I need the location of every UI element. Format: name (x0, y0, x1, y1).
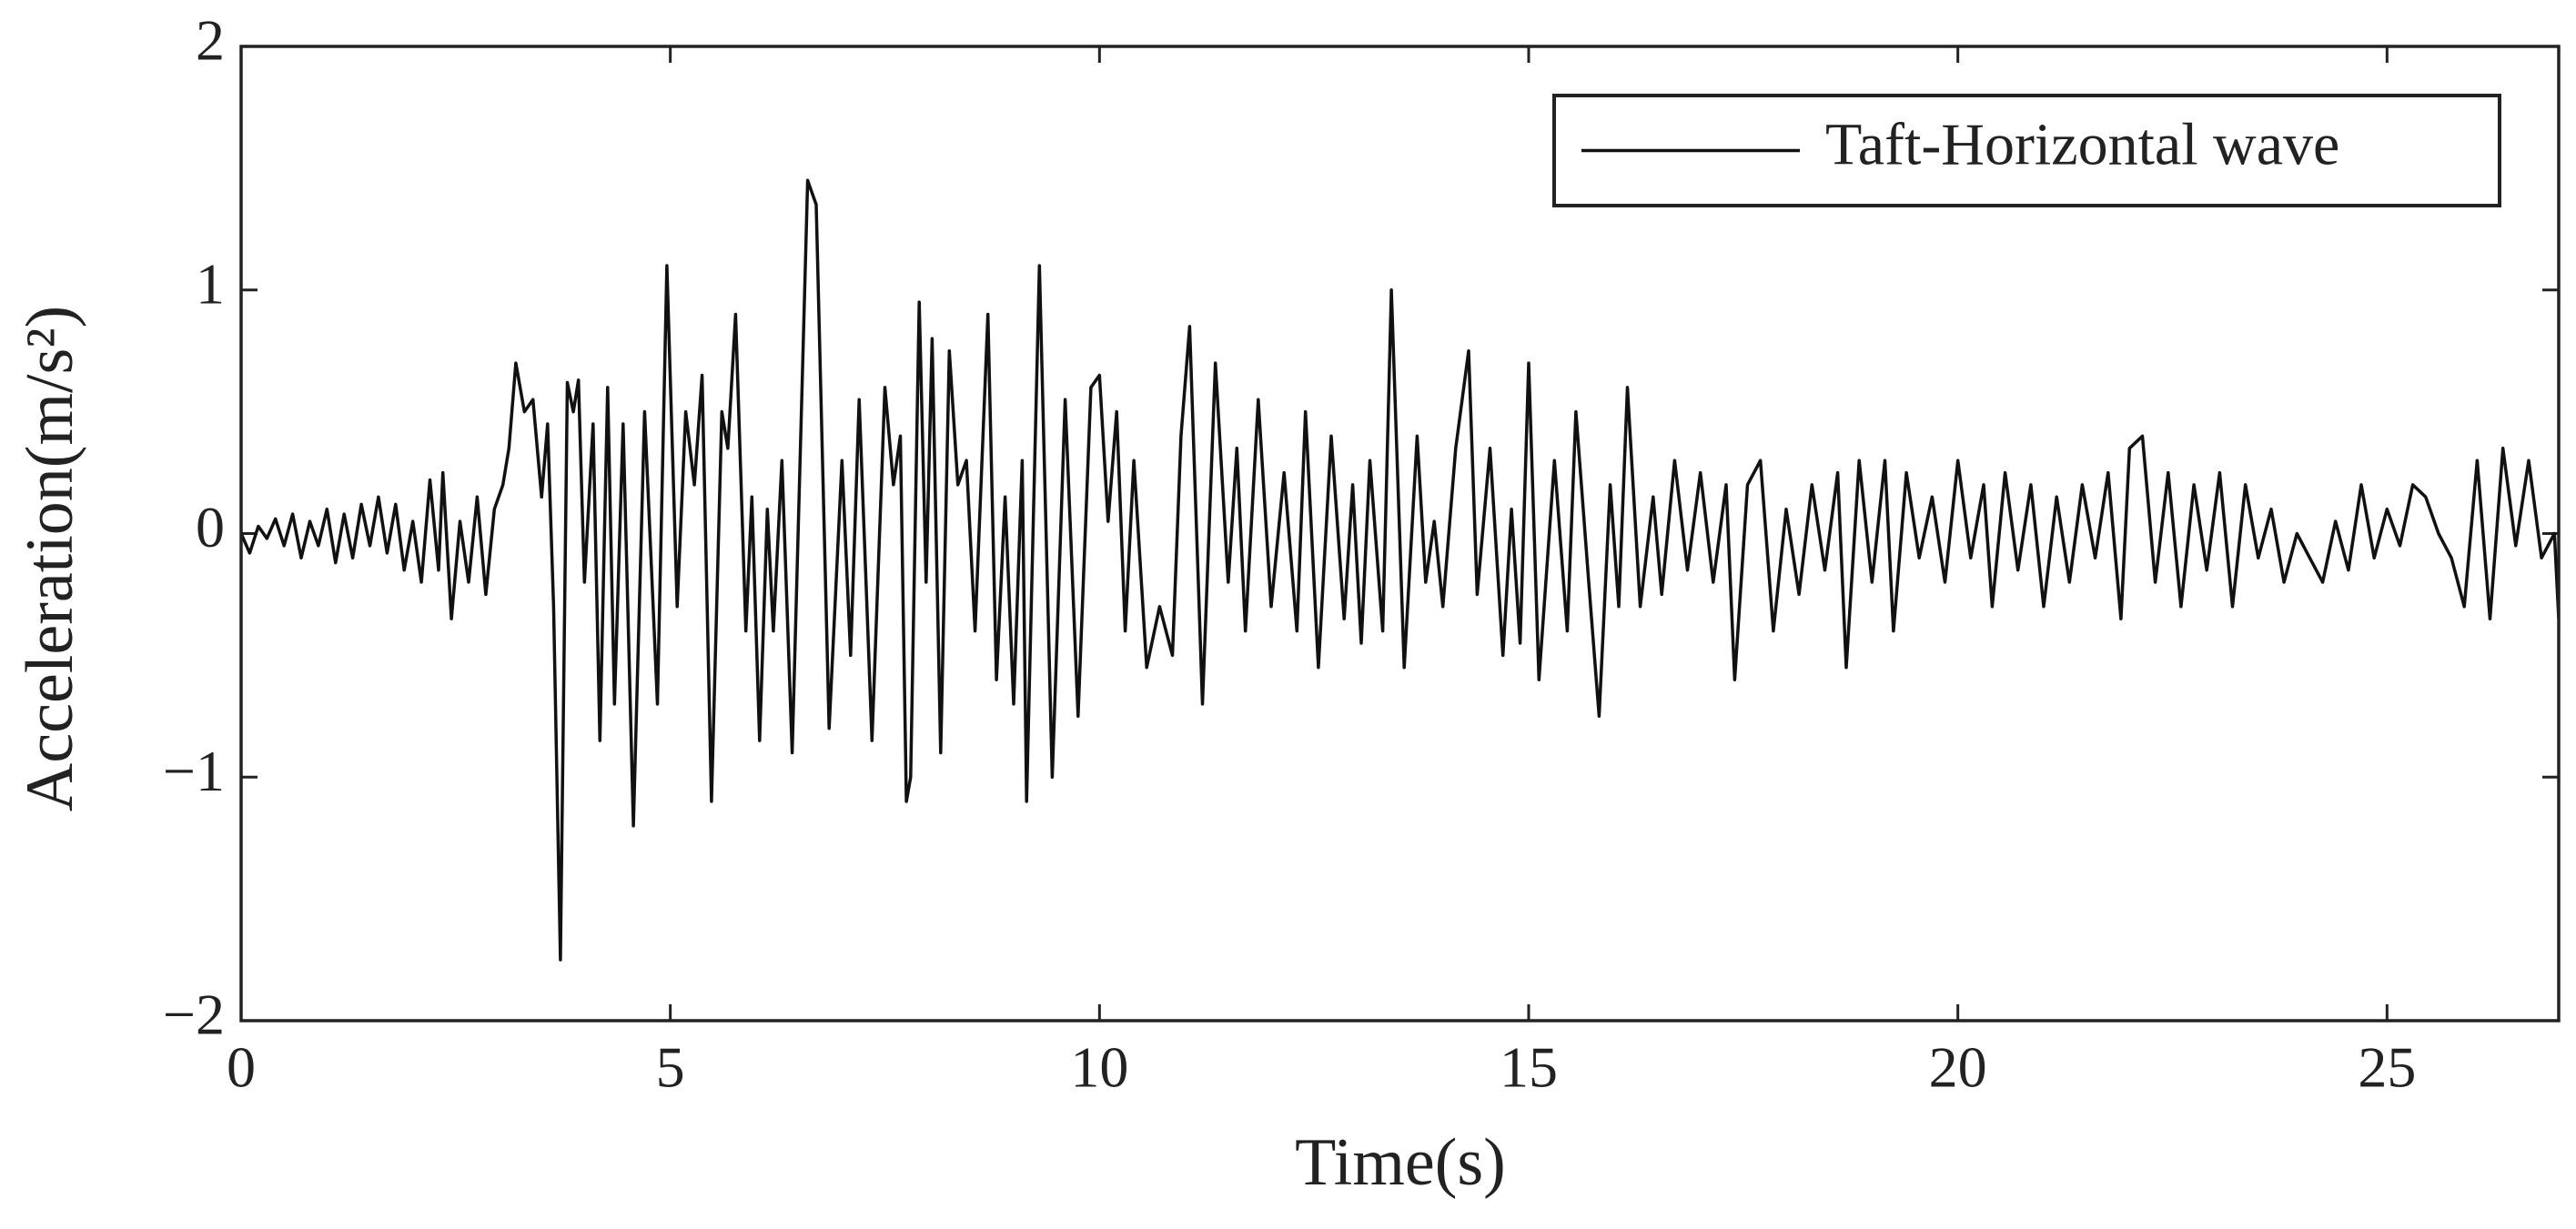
plot-frame (239, 45, 2561, 1022)
legend: Taft-Horizontal wave (1552, 94, 2501, 207)
x-tick-label: 0 (227, 1035, 256, 1100)
y-tick-label: 1 (196, 251, 225, 316)
y-tick-label: −2 (163, 982, 225, 1047)
y-tick-label: 2 (196, 8, 225, 73)
x-tick-label: 25 (2358, 1035, 2416, 1100)
x-tick-label: 10 (1070, 1035, 1128, 1100)
y-axis-label: Acceleration(m/s²) (13, 306, 87, 811)
y-tick-label: −1 (163, 739, 225, 803)
x-tick-label: 5 (656, 1035, 685, 1100)
y-tick-label: 0 (196, 495, 225, 559)
data-line (241, 178, 2559, 962)
x-axis-label: Time(s) (1295, 1125, 1506, 1200)
x-tick-label: 20 (1929, 1035, 1987, 1100)
legend-label: Taft-Horizontal wave (1825, 112, 2339, 178)
x-tick-label: 15 (1500, 1035, 1558, 1100)
